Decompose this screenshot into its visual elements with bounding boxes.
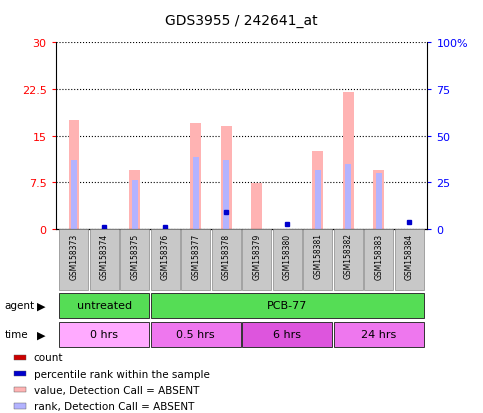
Text: 24 hrs: 24 hrs [361, 330, 397, 339]
Bar [395, 230, 424, 291]
Text: GSM158383: GSM158383 [374, 233, 383, 279]
Text: ▶: ▶ [37, 330, 45, 339]
Bar [376, 173, 382, 229]
Text: ▶: ▶ [37, 301, 45, 311]
Text: GSM158381: GSM158381 [313, 233, 322, 279]
Bar [181, 230, 211, 291]
Text: GSM158382: GSM158382 [344, 233, 353, 279]
Bar [151, 322, 241, 347]
Bar [132, 181, 138, 229]
Bar [59, 293, 149, 318]
Text: GSM158374: GSM158374 [100, 233, 109, 279]
Bar [223, 161, 229, 229]
Bar [129, 170, 140, 229]
Bar [343, 93, 354, 229]
Text: GSM158375: GSM158375 [130, 233, 139, 279]
Bar [71, 161, 77, 229]
Text: time: time [5, 330, 28, 339]
Bar [151, 230, 180, 291]
Text: 0.5 hrs: 0.5 hrs [176, 330, 215, 339]
Bar [242, 230, 271, 291]
Bar [69, 121, 79, 229]
Bar [334, 230, 363, 291]
Text: GSM158380: GSM158380 [283, 233, 292, 279]
Text: count: count [33, 353, 63, 363]
Bar [120, 230, 149, 291]
Bar [303, 230, 332, 291]
Text: GSM158379: GSM158379 [252, 233, 261, 279]
Bar [59, 322, 149, 347]
Bar [373, 170, 384, 229]
Bar [151, 293, 424, 318]
Text: value, Detection Call = ABSENT: value, Detection Call = ABSENT [33, 385, 199, 395]
Bar [212, 230, 241, 291]
Bar [14, 355, 27, 361]
Bar [315, 170, 321, 229]
Text: GSM158373: GSM158373 [70, 233, 78, 279]
Bar [334, 322, 424, 347]
Bar [14, 371, 27, 377]
Text: GSM158376: GSM158376 [161, 233, 170, 279]
Bar [14, 387, 27, 392]
Bar [272, 230, 302, 291]
Bar [364, 230, 393, 291]
Bar [190, 124, 201, 229]
Bar [221, 127, 231, 229]
Bar [252, 184, 262, 229]
Text: GSM158377: GSM158377 [191, 233, 200, 279]
Text: percentile rank within the sample: percentile rank within the sample [33, 369, 210, 379]
Text: PCB-77: PCB-77 [267, 301, 307, 311]
Bar [313, 152, 323, 229]
Text: GSM158378: GSM158378 [222, 233, 231, 279]
Bar [345, 164, 351, 229]
Bar [14, 403, 27, 408]
Bar [90, 230, 119, 291]
Text: untreated: untreated [77, 301, 132, 311]
Text: GDS3955 / 242641_at: GDS3955 / 242641_at [165, 14, 318, 28]
Text: rank, Detection Call = ABSENT: rank, Detection Call = ABSENT [33, 401, 194, 411]
Bar [242, 322, 332, 347]
Bar [59, 230, 88, 291]
Text: 6 hrs: 6 hrs [273, 330, 301, 339]
Text: GSM158384: GSM158384 [405, 233, 413, 279]
Text: agent: agent [5, 301, 35, 311]
Text: 0 hrs: 0 hrs [90, 330, 118, 339]
Bar [193, 158, 199, 229]
